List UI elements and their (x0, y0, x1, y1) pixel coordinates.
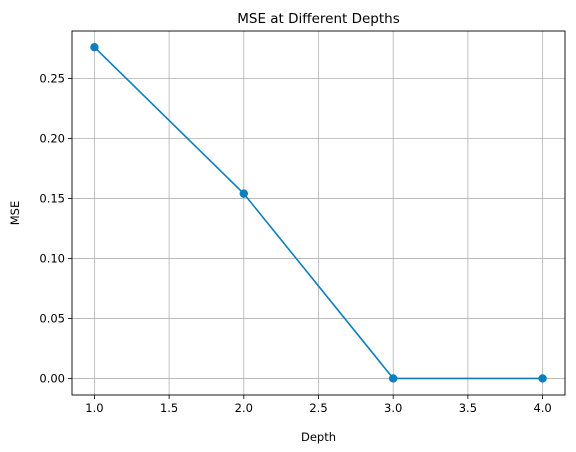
grid-lines (72, 31, 565, 395)
y-axis-label: MSE (8, 201, 22, 226)
x-tick-label: 1.5 (160, 401, 178, 415)
y-tick-label: 0.00 (39, 371, 65, 385)
x-tick-label: 4.0 (533, 401, 551, 415)
x-axis-label: Depth (301, 430, 336, 444)
x-tick-label: 3.5 (459, 401, 477, 415)
y-tick-label: 0.25 (39, 71, 65, 85)
series-line (93, 46, 543, 380)
data-point (388, 374, 398, 383)
y-tick-label: 0.10 (39, 251, 65, 265)
x-axis-ticks: 1.0 1.5 2.0 2.5 3.0 3.5 4.0 (85, 395, 552, 415)
y-axis-ticks: 0.00 0.05 0.10 0.15 0.20 0.25 (39, 71, 72, 385)
x-tick-label: 3.0 (384, 401, 402, 415)
y-tick-label: 0.15 (39, 191, 65, 205)
data-point (538, 374, 547, 383)
x-tick-label: 1.0 (85, 401, 103, 415)
data-point (90, 43, 99, 52)
y-tick-label: 0.05 (39, 311, 65, 325)
x-tick-label: 2.0 (235, 401, 253, 415)
series-layer (90, 43, 547, 383)
x-tick-label: 2.5 (309, 401, 327, 415)
data-point (239, 189, 249, 198)
y-tick-label: 0.20 (39, 131, 65, 145)
chart-title: MSE at Different Depths (237, 11, 400, 27)
